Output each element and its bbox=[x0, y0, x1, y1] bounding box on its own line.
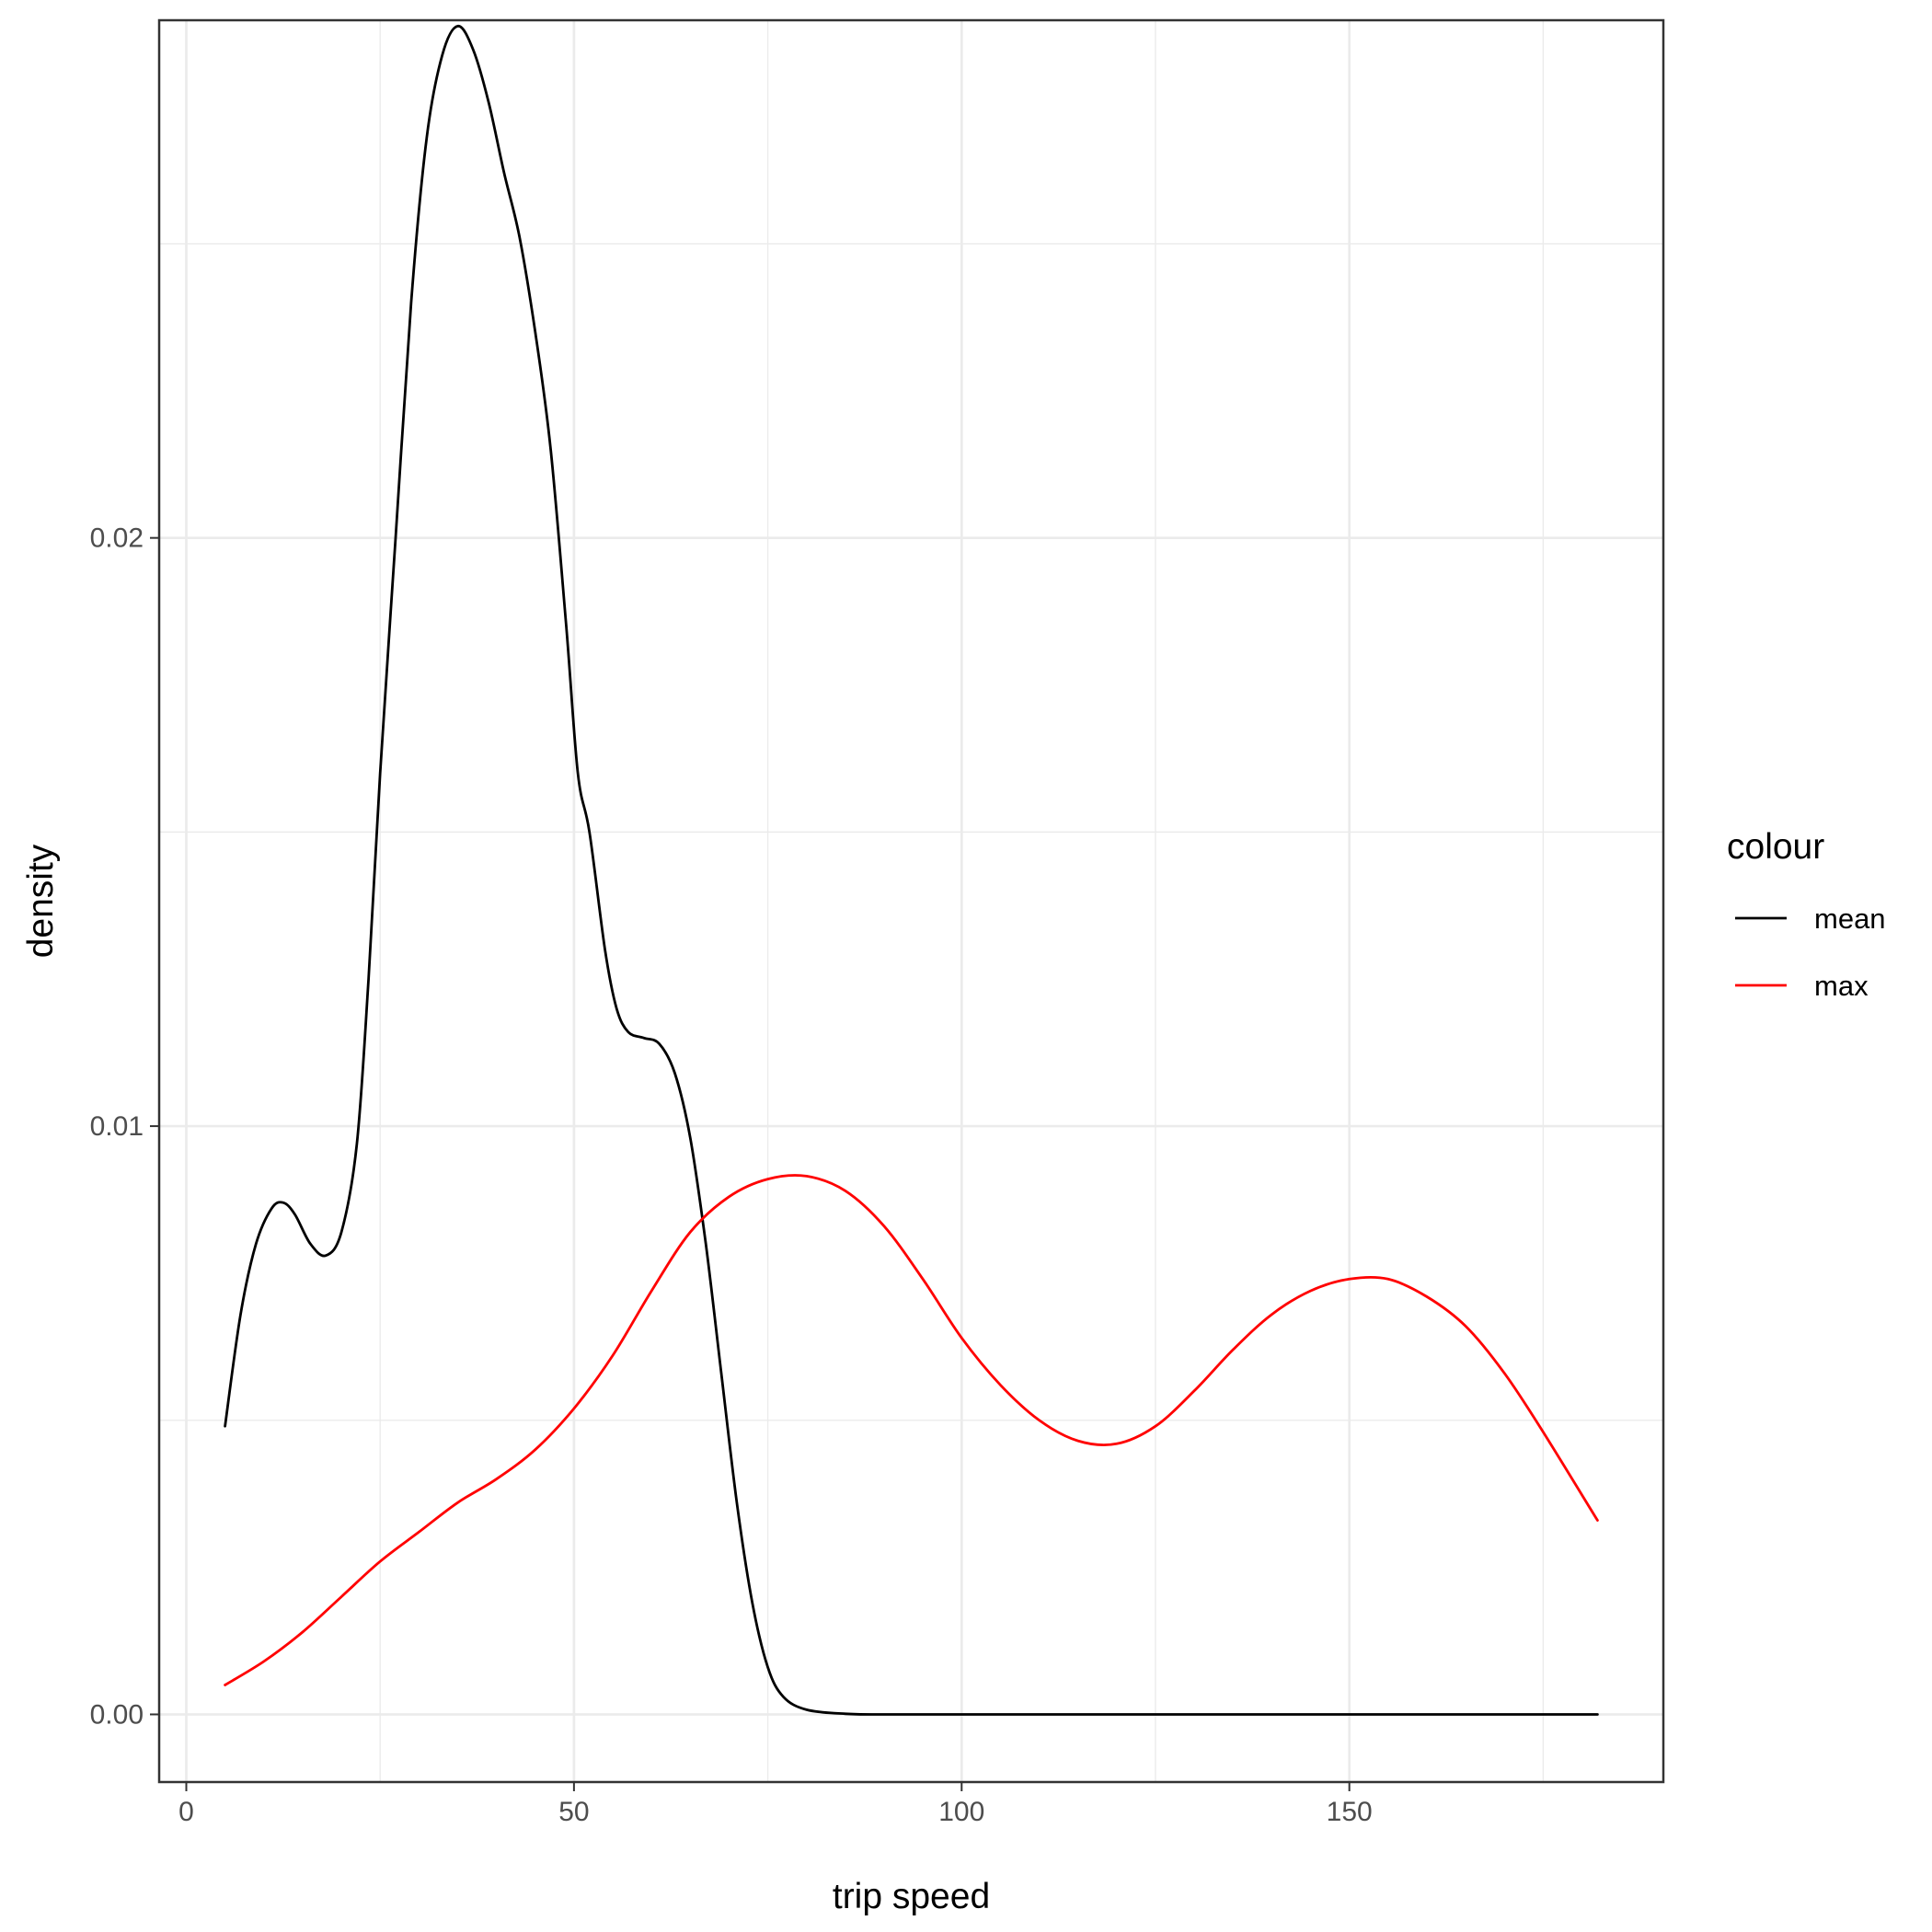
x-tick-label: 50 bbox=[558, 1797, 589, 1827]
y-tick-label: 0.00 bbox=[90, 1699, 144, 1730]
grid-lines bbox=[159, 20, 1663, 1782]
x-axis-title: trip speed bbox=[833, 1877, 990, 1916]
y-tick-label: 0.02 bbox=[90, 523, 144, 554]
legend-label-max: max bbox=[1814, 970, 1869, 1002]
series-line-mean bbox=[224, 25, 1599, 1716]
legend-label-mean: mean bbox=[1814, 903, 1886, 935]
y-axis-title: density bbox=[21, 844, 61, 958]
legend-items: mean max bbox=[1735, 903, 1886, 1002]
panel-border bbox=[157, 18, 1665, 1784]
legend: colour mean max bbox=[1727, 827, 1886, 1002]
series-lines bbox=[224, 25, 1599, 1716]
y-axis: 0.00 0.01 0.02 bbox=[90, 523, 159, 1730]
series-line-max bbox=[224, 1174, 1599, 1686]
x-tick-label: 150 bbox=[1327, 1797, 1373, 1827]
legend-title: colour bbox=[1727, 827, 1824, 867]
y-tick-label: 0.01 bbox=[90, 1111, 144, 1142]
x-axis: 0 50 100 150 bbox=[178, 1782, 1373, 1827]
x-tick-label: 100 bbox=[938, 1797, 984, 1827]
x-tick-label: 0 bbox=[178, 1797, 194, 1827]
